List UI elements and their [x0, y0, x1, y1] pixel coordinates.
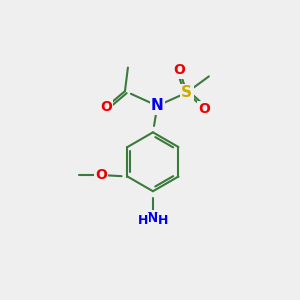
- Text: O: O: [100, 100, 112, 114]
- Text: O: O: [95, 168, 107, 182]
- Text: H: H: [137, 214, 148, 227]
- Text: N: N: [151, 98, 164, 113]
- Text: S: S: [181, 85, 192, 100]
- Text: N: N: [147, 211, 159, 225]
- Text: O: O: [173, 64, 185, 77]
- Text: O: O: [199, 102, 210, 116]
- Text: H: H: [158, 214, 168, 227]
